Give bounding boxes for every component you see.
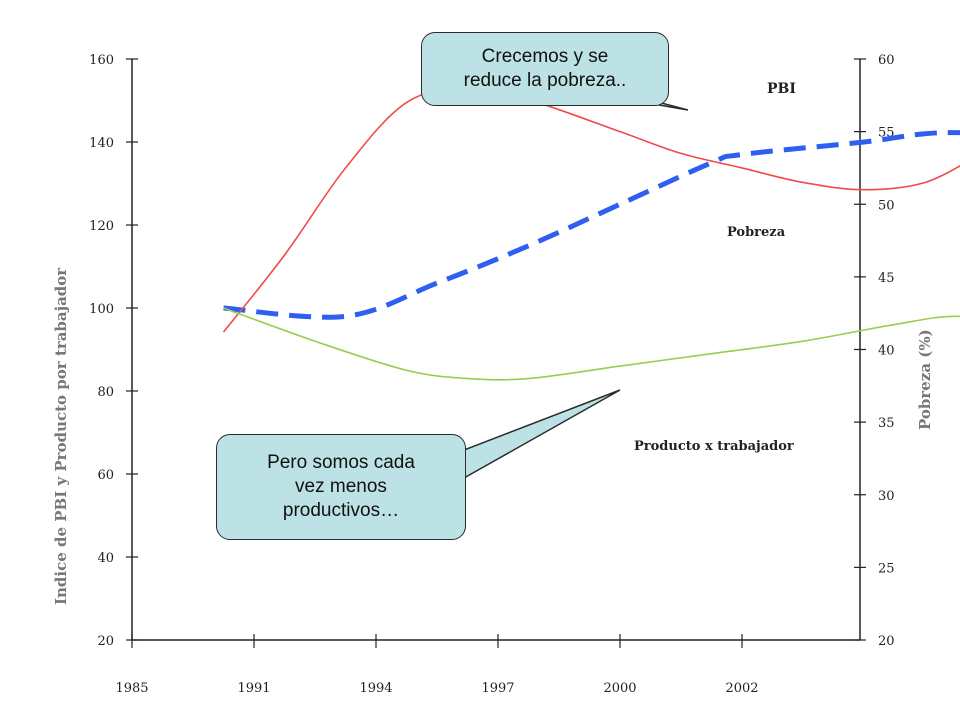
callout-top: Crecemos y se reduce la pobreza.. [421, 32, 669, 106]
y-left-tick-label: 100 [89, 302, 114, 317]
series-label-producto: Producto x trabajador [634, 439, 794, 454]
callout-top-text: Crecemos y se reduce la pobreza.. [463, 46, 627, 91]
series-line-producto-x-trabajador [223, 307, 960, 381]
callout-bottom: Pero somos cada vez menos productivos… [216, 434, 466, 540]
y-right-tick-label: 20 [878, 634, 895, 649]
callout-bottom-tail [463, 389, 621, 480]
axes: 1601401201008060402060555045403530252019… [89, 53, 894, 696]
y-left-tick-label: 140 [89, 136, 114, 151]
x-tick-label: 2002 [725, 681, 758, 696]
y-right-tick-label: 25 [878, 561, 895, 576]
y-axis-right-title: Pobreza (%) [916, 329, 934, 430]
y-left-tick-label: 120 [89, 219, 114, 234]
x-tick-label: 1991 [237, 681, 270, 696]
y-right-tick-label: 40 [878, 344, 895, 359]
x-tick-label: 1997 [481, 681, 514, 696]
y-right-tick-label: 35 [878, 416, 895, 431]
series-group [222, 87, 960, 381]
y-left-tick-label: 20 [97, 634, 114, 649]
y-left-tick-label: 160 [89, 53, 114, 68]
series-label-pbi: PBI [767, 81, 796, 97]
y-right-tick-label: 45 [878, 271, 895, 286]
y-left-tick-label: 40 [97, 551, 114, 566]
y-right-tick-label: 50 [878, 198, 895, 213]
y-right-tick-label: 60 [878, 53, 895, 68]
series-line-pobreza [222, 87, 960, 333]
y-right-tick-label: 30 [878, 489, 895, 504]
series-label-pobreza: Pobreza [727, 225, 786, 240]
y-axis-left-title: Indice de PBI y Producto por trabajador [52, 267, 70, 605]
y-left-tick-label: 60 [97, 468, 114, 483]
y-left-tick-label: 80 [97, 385, 114, 400]
x-tick-label: 1994 [359, 681, 392, 696]
callout-bottom-text: Pero somos cada vez menos productivos… [267, 452, 415, 521]
x-tick-label: 2000 [603, 681, 636, 696]
x-tick-label: 1985 [115, 681, 148, 696]
series-line-pbi [223, 130, 960, 320]
